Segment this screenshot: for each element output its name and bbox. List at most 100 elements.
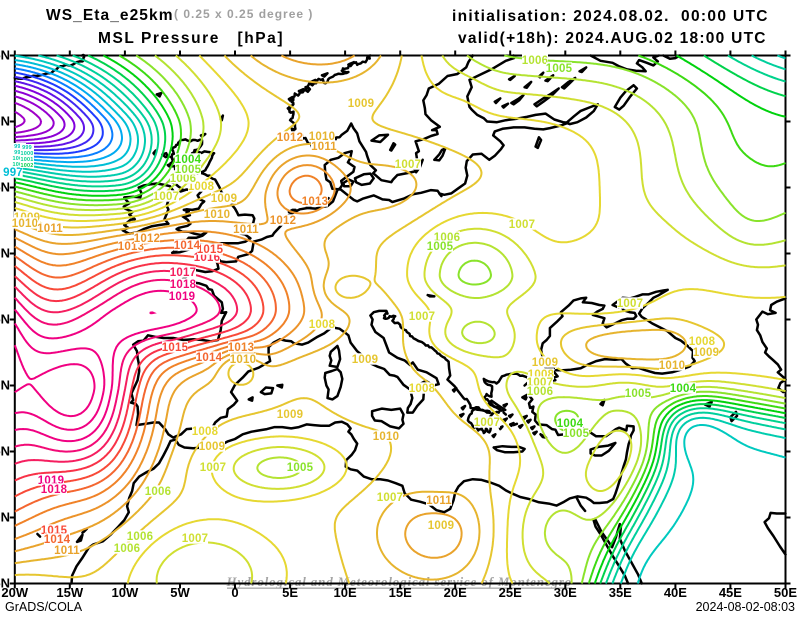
svg-text:1014: 1014 bbox=[196, 352, 223, 364]
svg-text:1014: 1014 bbox=[174, 240, 201, 252]
svg-text:1006: 1006 bbox=[522, 55, 548, 67]
svg-text:1006: 1006 bbox=[114, 543, 140, 555]
svg-text:1007: 1007 bbox=[409, 311, 435, 323]
svg-text:1007: 1007 bbox=[395, 159, 421, 171]
svg-text:initialisation: 2024.08.02. 0: initialisation: 2024.08.02. 00:00 UTC bbox=[452, 8, 768, 25]
svg-text:1013: 1013 bbox=[302, 196, 328, 208]
svg-text:1013: 1013 bbox=[118, 241, 144, 253]
svg-text:1005: 1005 bbox=[427, 241, 454, 253]
svg-text:1014: 1014 bbox=[44, 534, 71, 546]
svg-text:1008: 1008 bbox=[689, 336, 716, 348]
svg-text:25N: 25N bbox=[0, 576, 10, 591]
svg-text:1001: 1001 bbox=[20, 157, 33, 163]
svg-text:20W: 20W bbox=[1, 585, 28, 600]
svg-text:1009: 1009 bbox=[532, 357, 558, 369]
svg-text:1000: 1000 bbox=[20, 151, 33, 157]
svg-text:1009: 1009 bbox=[693, 347, 719, 359]
svg-text:40E: 40E bbox=[664, 585, 687, 600]
svg-text:1005: 1005 bbox=[287, 462, 314, 474]
svg-text:1010: 1010 bbox=[309, 131, 335, 143]
svg-text:1019: 1019 bbox=[169, 291, 195, 303]
svg-text:1006: 1006 bbox=[127, 531, 153, 543]
svg-text:45E: 45E bbox=[719, 585, 742, 600]
svg-text:( 0.25 x 0.25 degree ): ( 0.25 x 0.25 degree ) bbox=[174, 7, 313, 21]
svg-text:1006: 1006 bbox=[145, 486, 171, 498]
svg-text:MSL Pressure [hPa]: MSL Pressure [hPa] bbox=[98, 30, 283, 47]
svg-text:1005: 1005 bbox=[175, 164, 202, 176]
svg-text:1005: 1005 bbox=[563, 428, 590, 440]
svg-text:1011: 1011 bbox=[426, 495, 452, 507]
svg-text:50N: 50N bbox=[0, 246, 10, 261]
svg-text:1007: 1007 bbox=[617, 298, 643, 310]
svg-text:1018: 1018 bbox=[170, 279, 197, 291]
svg-text:1012: 1012 bbox=[277, 132, 303, 144]
svg-text:1007: 1007 bbox=[509, 219, 535, 231]
svg-text:1012: 1012 bbox=[134, 233, 160, 245]
svg-text:999: 999 bbox=[22, 145, 32, 151]
svg-text:1010: 1010 bbox=[373, 431, 399, 443]
svg-text:50E: 50E bbox=[774, 585, 797, 600]
svg-text:1005: 1005 bbox=[546, 63, 573, 75]
svg-text:1009: 1009 bbox=[428, 520, 454, 532]
svg-text:55N: 55N bbox=[0, 180, 10, 195]
svg-text:1017: 1017 bbox=[170, 267, 196, 279]
svg-text:25E: 25E bbox=[499, 585, 522, 600]
svg-text:40N: 40N bbox=[0, 378, 10, 393]
svg-text:30E: 30E bbox=[554, 585, 577, 600]
svg-text:60N: 60N bbox=[0, 114, 10, 129]
svg-text:1010: 1010 bbox=[12, 218, 38, 230]
svg-text:35N: 35N bbox=[0, 444, 10, 459]
svg-text:1004: 1004 bbox=[557, 418, 584, 430]
svg-text:1015: 1015 bbox=[197, 244, 224, 256]
svg-text:1009: 1009 bbox=[211, 193, 237, 205]
svg-text:65N: 65N bbox=[0, 48, 10, 63]
svg-text:GrADS/COLA: GrADS/COLA bbox=[5, 600, 83, 614]
svg-text:1004: 1004 bbox=[670, 383, 697, 395]
svg-text:30N: 30N bbox=[0, 510, 10, 525]
svg-text:1012: 1012 bbox=[270, 215, 296, 227]
svg-text:WS_Eta_e25km: WS_Eta_e25km bbox=[46, 7, 173, 24]
svg-text:1001: 1001 bbox=[12, 162, 25, 168]
svg-text:1008: 1008 bbox=[188, 181, 215, 193]
svg-text:valid(+18h): 2024.AUG.02 18:00: valid(+18h): 2024.AUG.02 18:00 UTC bbox=[458, 30, 766, 47]
svg-text:1010: 1010 bbox=[204, 209, 230, 221]
svg-text:1011: 1011 bbox=[54, 545, 80, 557]
svg-text:1011: 1011 bbox=[37, 223, 63, 235]
svg-text:45N: 45N bbox=[0, 312, 10, 327]
svg-text:1009: 1009 bbox=[352, 354, 378, 366]
svg-text:1018: 1018 bbox=[41, 484, 68, 496]
svg-text:1006: 1006 bbox=[527, 386, 553, 398]
svg-text:1011: 1011 bbox=[233, 224, 259, 236]
svg-text:1005: 1005 bbox=[625, 388, 652, 400]
svg-text:15W: 15W bbox=[56, 585, 83, 600]
svg-text:15E: 15E bbox=[389, 585, 412, 600]
svg-text:1010: 1010 bbox=[230, 354, 256, 366]
svg-text:999: 999 bbox=[14, 150, 24, 156]
svg-text:10W: 10W bbox=[112, 585, 139, 600]
svg-text:1004: 1004 bbox=[175, 154, 202, 166]
svg-text:20E: 20E bbox=[444, 585, 467, 600]
svg-text:10E: 10E bbox=[334, 585, 357, 600]
svg-text:1008: 1008 bbox=[309, 319, 336, 331]
svg-text:1007: 1007 bbox=[474, 417, 500, 429]
svg-text:1015: 1015 bbox=[162, 342, 189, 354]
svg-text:1010: 1010 bbox=[659, 360, 685, 372]
svg-text:998: 998 bbox=[14, 144, 24, 150]
svg-text:5E: 5E bbox=[282, 585, 298, 600]
svg-text:5W: 5W bbox=[170, 585, 190, 600]
svg-text:1009: 1009 bbox=[277, 409, 303, 421]
svg-text:1008: 1008 bbox=[192, 426, 219, 438]
svg-text:1013: 1013 bbox=[228, 342, 254, 354]
svg-text:0: 0 bbox=[231, 585, 238, 600]
svg-text:1016: 1016 bbox=[194, 252, 220, 264]
svg-text:1002: 1002 bbox=[20, 163, 33, 169]
svg-text:1007: 1007 bbox=[182, 533, 208, 545]
svg-text:1007: 1007 bbox=[200, 462, 226, 474]
svg-text:1007: 1007 bbox=[377, 492, 403, 504]
svg-text:2024-08-02-08:03: 2024-08-02-08:03 bbox=[696, 600, 795, 614]
svg-text:1007: 1007 bbox=[153, 191, 179, 203]
svg-text:1009: 1009 bbox=[199, 441, 225, 453]
svg-text:1011: 1011 bbox=[311, 141, 337, 153]
svg-text:1009: 1009 bbox=[348, 98, 374, 110]
svg-text:1008: 1008 bbox=[409, 383, 436, 395]
